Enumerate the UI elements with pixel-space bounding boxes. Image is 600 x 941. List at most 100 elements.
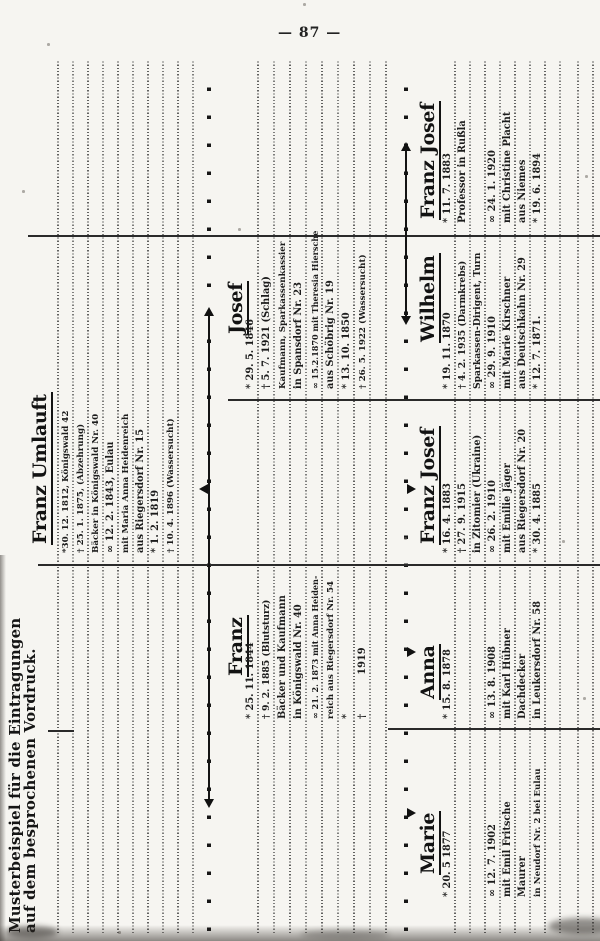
descent-arrow bbox=[204, 799, 214, 808]
scan-artifact bbox=[300, 930, 390, 939]
descent-arrow bbox=[407, 808, 416, 818]
ruling-line bbox=[162, 61, 164, 933]
descent-arrow bbox=[407, 484, 416, 494]
descent-arrow bbox=[401, 142, 411, 151]
ruling-line bbox=[289, 61, 291, 933]
scan-artifact bbox=[238, 228, 241, 231]
person-entry: * 11. 7. 1883 bbox=[442, 153, 453, 223]
person-name person-wilhelm: Wilhelm bbox=[417, 253, 441, 343]
ruling-line bbox=[529, 61, 531, 933]
person-entry: ∞ 29. 9. 1910 bbox=[487, 316, 498, 389]
person-entry: † 25. 1. 1875, (Abzehrung) bbox=[76, 423, 86, 553]
person-entry: ∞ 13. 8. 1908 bbox=[487, 646, 498, 719]
person-entry: Maurer bbox=[517, 856, 528, 897]
person-entry: * 19. 6. 1894 bbox=[532, 153, 543, 223]
ruling-line bbox=[177, 61, 179, 933]
ruling-line bbox=[337, 61, 339, 933]
ruling-line bbox=[369, 61, 371, 933]
ruling-line bbox=[87, 61, 89, 933]
person-entry: † 27. 9. 1915 bbox=[457, 483, 468, 553]
person-entry: * 29. 5. 1846 bbox=[245, 319, 256, 389]
ruling-line bbox=[57, 61, 59, 933]
column-rule bbox=[38, 563, 600, 567]
scan-artifact bbox=[583, 697, 586, 700]
ruling-line bbox=[514, 61, 516, 933]
ruling-line bbox=[484, 61, 486, 933]
person-entry: * bbox=[341, 713, 352, 719]
scan-artifact bbox=[585, 175, 588, 178]
person-entry: ∞ 24. 1. 1920 bbox=[487, 150, 498, 223]
descent-arrow bbox=[407, 647, 416, 657]
person-entry: *30. 12. 1812, Königswald 42 bbox=[61, 410, 71, 553]
ruling-line bbox=[117, 61, 119, 933]
person-entry: Professor in Rußla bbox=[457, 120, 468, 223]
person-entry: mit Emilie Jäger bbox=[502, 463, 513, 553]
scan-artifact bbox=[22, 190, 25, 193]
person-entry: * 25. 11. 1844 bbox=[245, 642, 256, 719]
descent-arrow bbox=[401, 316, 411, 325]
ruling-line bbox=[353, 61, 355, 933]
person-entry: ∞ 15.2.1870 mit Theresia Hiersche bbox=[310, 230, 320, 389]
ruling-line bbox=[257, 61, 259, 933]
person-entry: * 16. 4. 1883 bbox=[442, 483, 453, 553]
person-entry: aus Riegersdorf Nr. 20 bbox=[517, 428, 528, 553]
person-entry: mit Maria Anna Heidenreich bbox=[121, 413, 131, 553]
ruling-line bbox=[102, 61, 104, 933]
person-entry: Bäcker in Königswald Nr. 40 bbox=[91, 413, 101, 553]
scan-artifact bbox=[0, 925, 600, 941]
scan-artifact bbox=[47, 43, 50, 46]
ruling-line bbox=[192, 61, 194, 933]
person-entry: aus Deutschkahn Nr. 29 bbox=[517, 257, 528, 389]
person-entry: * 19. 11. 1870 bbox=[442, 312, 453, 389]
person-entry: mit Christine Placht bbox=[502, 111, 513, 223]
column-rule bbox=[48, 729, 74, 733]
descent-arrow bbox=[199, 484, 208, 494]
person-name person-marie: Marie bbox=[417, 810, 441, 875]
scan-artifact bbox=[562, 540, 565, 543]
descent-line bbox=[207, 315, 211, 800]
ruling-line bbox=[592, 61, 594, 933]
ruling-line bbox=[577, 61, 579, 933]
person-entry: mit Marie Kirschner bbox=[502, 276, 513, 389]
ruling-line bbox=[559, 61, 561, 933]
person-name person-anna: Anna bbox=[417, 643, 441, 700]
person-entry: † 26. 5. 1922 (Wassersucht) bbox=[358, 254, 368, 389]
descent-line bbox=[404, 150, 408, 317]
person-entry: Bäcker und Kaufmann bbox=[277, 595, 288, 719]
person-entry: * 15. 8. 1878 bbox=[442, 649, 453, 719]
person-entry: mit Emil Fritsche bbox=[502, 801, 513, 897]
person-entry: † 1919 bbox=[357, 647, 368, 719]
person-name person-franz-umlauft: Franz Umlauft bbox=[29, 392, 53, 545]
person-entry: ∞ 21. 2. 1873 mit Anna Heiden- bbox=[310, 575, 320, 719]
person-entry: * 13. 10. 1850 bbox=[341, 312, 352, 389]
person-entry: † 4. 2. 1935 (Darmkrebs) bbox=[457, 260, 468, 389]
person-entry: in Leukersdorf Nr. 58 bbox=[532, 600, 543, 719]
scan-artifact bbox=[303, 3, 306, 6]
person-entry: aus Schöbrig Nr. 19 bbox=[325, 280, 336, 389]
scan-artifact bbox=[0, 555, 6, 941]
person-entry: * 30. 4. 1885 bbox=[532, 483, 543, 553]
person-entry: Dachdecker bbox=[517, 653, 528, 719]
ruling-line bbox=[132, 61, 134, 933]
scan-artifact bbox=[548, 918, 600, 934]
ruling-line bbox=[469, 61, 471, 933]
page-number: — 87 — bbox=[278, 25, 342, 41]
person-entry: reich aus Riegersdorf Nr. 54 bbox=[326, 580, 336, 719]
ruling-line bbox=[305, 61, 307, 933]
person-entry: in Spansdorf Nr. 23 bbox=[293, 281, 304, 389]
person-entry: ∞ 26. 2. 1910 bbox=[487, 480, 498, 553]
page-title: Musterbeispiel für die Eintragungen auf … bbox=[6, 618, 39, 933]
person-entry: in Neudorf Nr. 2 bei Eulau bbox=[533, 768, 543, 897]
scan-artifact bbox=[6, 926, 58, 938]
ruling-line bbox=[72, 61, 74, 933]
scan-artifact bbox=[404, 537, 407, 540]
ruling-line bbox=[321, 61, 323, 933]
person-entry: * 20. 5 1877 bbox=[442, 830, 453, 897]
ruling-line bbox=[385, 61, 387, 933]
column-rule bbox=[388, 727, 600, 731]
person-entry: † 9. 2. 1885 (Blutsturz) bbox=[261, 599, 272, 719]
person-entry: in Zitomier (Ukraine) bbox=[472, 434, 483, 553]
person-entry: * 1. 2. 1819 bbox=[150, 489, 161, 553]
